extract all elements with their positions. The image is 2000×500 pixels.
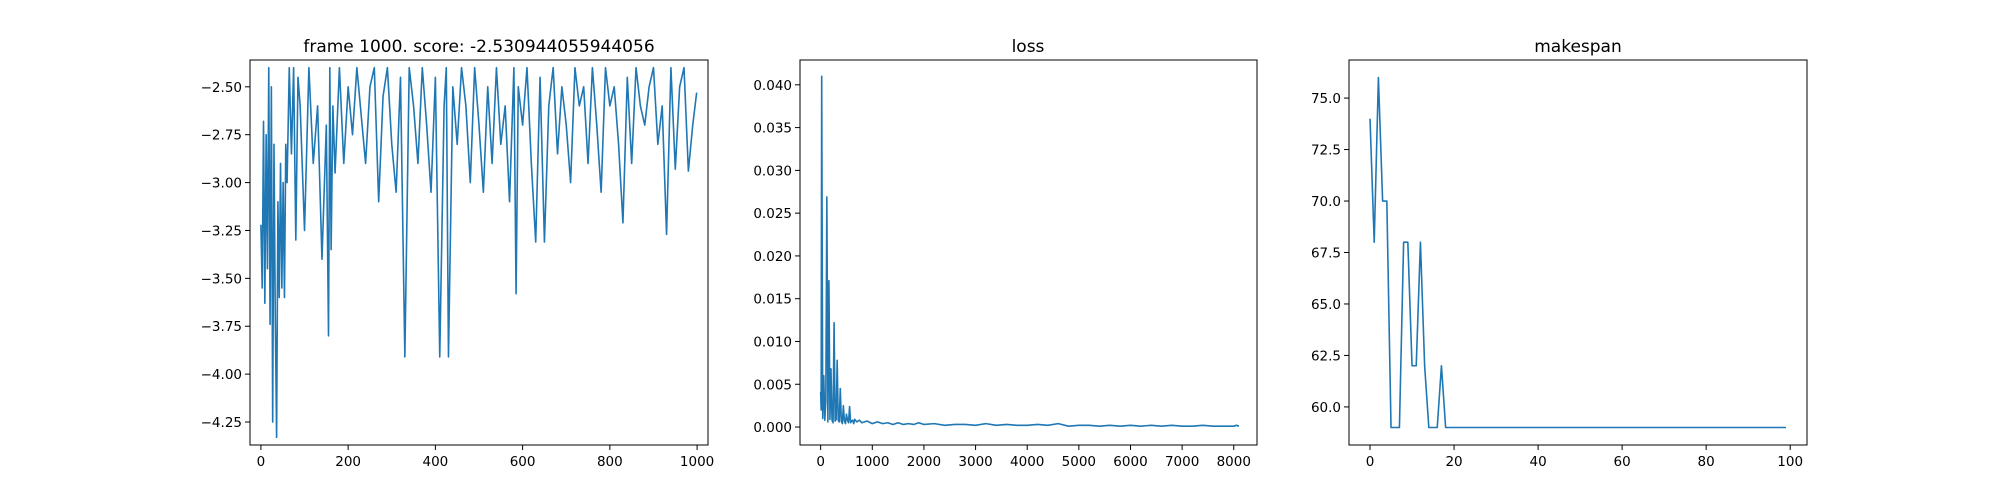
score-plot-x-tick-label: 600 — [510, 454, 536, 470]
loss-plot-y-tick-label: 0.035 — [753, 121, 792, 137]
score-plot-y-tick-label: −3.50 — [201, 271, 242, 287]
score-plot-axes — [249, 59, 709, 446]
loss-plot-y-tick-label: 0.015 — [753, 292, 792, 308]
makespan-plot-x-tick-label: 100 — [1777, 454, 1803, 470]
makespan-plot-x-tick-label: 0 — [1366, 454, 1375, 470]
makespan-plot-y-tick-label: 70.0 — [1311, 194, 1341, 210]
loss-plot-y-tick-label: 0.005 — [753, 377, 792, 393]
makespan-plot-y-tick-label: 75.0 — [1311, 91, 1341, 107]
loss-plot-y-tick-label: 0.040 — [753, 78, 792, 94]
makespan-plot-y-tick-label: 62.5 — [1311, 348, 1341, 364]
makespan-plot-x-tick-label: 80 — [1698, 454, 1715, 470]
score-plot-series-line-0 — [260, 66, 698, 439]
score-plot-y-tick-label: −2.75 — [201, 128, 242, 144]
loss-plot-y-tick-label: 0.025 — [753, 206, 792, 222]
loss-plot: loss 0 1000 2000 3000 4000 5000 6000 7000 8000 0.… — [753, 37, 1258, 470]
score-plot-x-tick-label: 200 — [335, 454, 361, 470]
loss-plot-y-tick-label: 0.000 — [753, 420, 792, 436]
makespan-plot-y-tick-label: 67.5 — [1311, 246, 1341, 262]
score-plot-x-tick-label: 1000 — [680, 454, 714, 470]
loss-plot-x-tick-label: 2000 — [907, 454, 941, 470]
loss-plot-x-tick-label: 6000 — [1113, 454, 1147, 470]
score-plot-y-tick-label: −4.25 — [201, 415, 242, 431]
loss-plot-series-line-0 — [819, 75, 1240, 427]
score-plot-x-tick-label: 400 — [422, 454, 448, 470]
loss-plot-x-tick-label: 3000 — [958, 454, 992, 470]
score-plot-y-tick-label: −3.25 — [201, 223, 242, 239]
score-plot: frame 1000. score: -2.530944055944056 0 2… — [201, 37, 715, 470]
loss-plot-y-tick-label: 0.030 — [753, 163, 792, 179]
makespan-plot-y-tick-label: 72.5 — [1311, 143, 1341, 159]
makespan-plot-title: makespan — [1534, 37, 1622, 57]
loss-plot-x-tick-label: 7000 — [1165, 454, 1199, 470]
makespan-plot-y-tick-label: 65.0 — [1311, 297, 1341, 313]
loss-plot-x-tick-label: 5000 — [1062, 454, 1096, 470]
loss-plot-title: loss — [1012, 37, 1045, 57]
score-plot-y-tick-label: −4.00 — [201, 367, 242, 383]
loss-plot-x-tick-label: 8000 — [1217, 454, 1251, 470]
loss-plot-x-tick-label: 1000 — [855, 454, 889, 470]
score-plot-x-tick-label: 0 — [257, 454, 266, 470]
score-plot-title: frame 1000. score: -2.530944055944056 — [303, 37, 654, 57]
loss-plot-y-tick-label: 0.020 — [753, 249, 792, 265]
makespan-plot-series-line-0 — [1369, 76, 1786, 429]
makespan-plot: makespan 0 20 40 60 80 100 60.0 62.5 65.0 67.5 70.… — [1311, 37, 1808, 470]
score-plot-x-tick-label: 800 — [597, 454, 623, 470]
loss-plot-x-tick-label: 0 — [816, 454, 825, 470]
score-plot-y-tick-label: −3.00 — [201, 176, 242, 192]
loss-plot-axes — [799, 59, 1258, 446]
makespan-plot-x-tick-label: 60 — [1614, 454, 1631, 470]
makespan-plot-y-tick-label: 60.0 — [1311, 400, 1341, 416]
makespan-plot-x-tick-label: 40 — [1529, 454, 1546, 470]
score-plot-y-tick-label: −2.50 — [201, 80, 242, 96]
loss-plot-y-tick-label: 0.010 — [753, 334, 792, 350]
makespan-plot-x-tick-label: 20 — [1445, 454, 1462, 470]
loss-plot-x-tick-label: 4000 — [1010, 454, 1044, 470]
score-plot-y-tick-label: −3.75 — [201, 319, 242, 335]
